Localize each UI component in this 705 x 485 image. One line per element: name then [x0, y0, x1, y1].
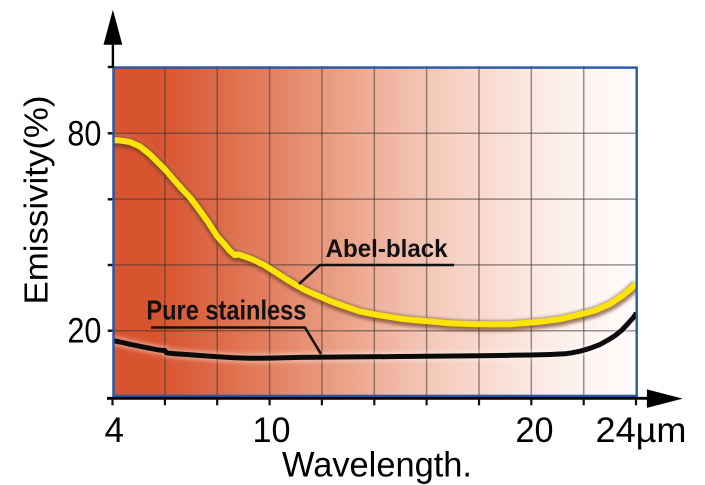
- svg-text:Abel-black: Abel-black: [326, 235, 448, 263]
- svg-text:Wavelength.: Wavelength.: [282, 446, 472, 485]
- svg-text:20: 20: [67, 312, 101, 351]
- svg-text:10: 10: [253, 411, 291, 450]
- svg-text:24µm: 24µm: [596, 411, 687, 450]
- svg-text:4: 4: [105, 411, 124, 450]
- svg-text:Emissivity(%): Emissivity(%): [18, 95, 55, 304]
- svg-text:Pure stainless: Pure stainless: [146, 295, 306, 326]
- svg-text:20: 20: [516, 411, 554, 450]
- svg-text:80: 80: [67, 115, 101, 154]
